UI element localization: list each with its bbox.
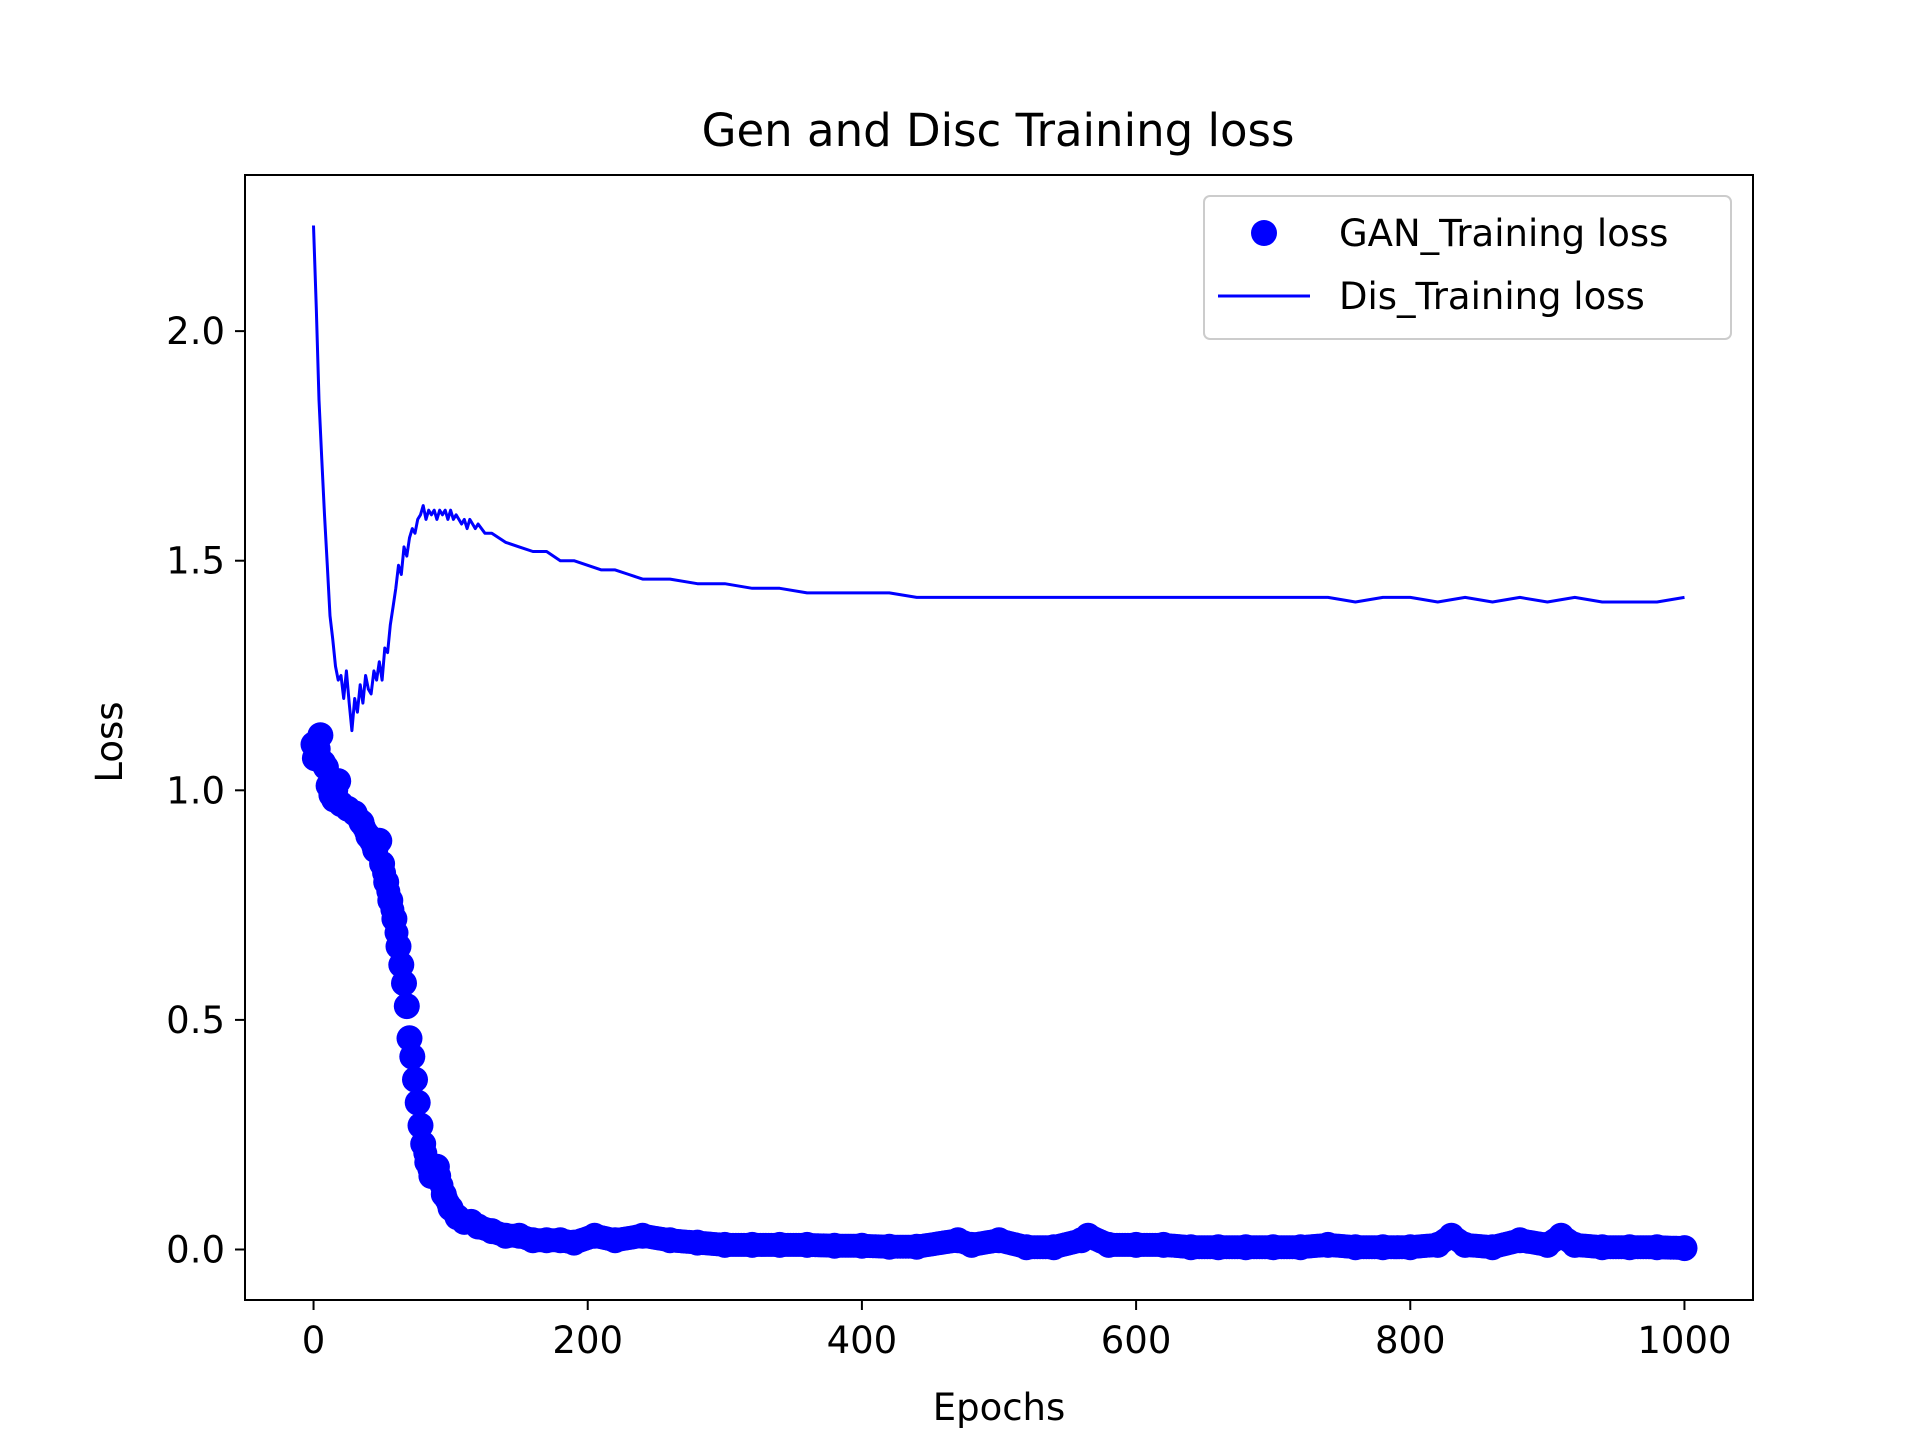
series-markers-gan: [300, 722, 1698, 1262]
data-point: [391, 970, 417, 997]
legend-marker-gan: [1251, 220, 1277, 246]
x-tick-label: 800: [1375, 1319, 1446, 1362]
y-axis-label: Loss: [88, 701, 131, 782]
legend-label-dis: Dis_Training loss: [1339, 275, 1645, 318]
legend-box: [1203, 195, 1732, 340]
x-tick-label: 200: [552, 1319, 623, 1362]
x-tick-label: 1000: [1637, 1319, 1731, 1362]
plot-area: [300, 225, 1698, 1262]
legend: GAN_Training loss Dis_Training loss: [1203, 195, 1732, 340]
x-tick-label: 600: [1101, 1319, 1172, 1362]
data-point: [325, 768, 352, 795]
axes: 0 200 400 600 800 1000 0.0 0.5 1.0 1.5 2.0: [166, 310, 1731, 1362]
data-point: [366, 827, 393, 854]
axes-frame: [244, 174, 1754, 1301]
y-tick-label: 1.0: [166, 769, 225, 812]
y-tick-label: 0.0: [166, 1228, 225, 1271]
data-point: [404, 1089, 431, 1116]
data-point: [1671, 1235, 1698, 1262]
x-axis-label: Epochs: [933, 1386, 1066, 1429]
data-point: [307, 722, 334, 749]
y-tick-label: 1.5: [166, 540, 225, 583]
x-tick-label: 0: [302, 1319, 326, 1362]
legend-label-gan: GAN_Training loss: [1339, 212, 1668, 255]
data-point: [393, 993, 420, 1020]
x-tick-label: 400: [827, 1319, 898, 1362]
data-point: [399, 1043, 426, 1070]
data-point: [402, 1066, 428, 1093]
series-line-dis: [312, 225, 1685, 733]
y-tick-label: 0.5: [166, 999, 225, 1042]
chart-title: Gen and Disc Training loss: [702, 104, 1295, 157]
y-tick-label: 2.0: [166, 310, 225, 353]
